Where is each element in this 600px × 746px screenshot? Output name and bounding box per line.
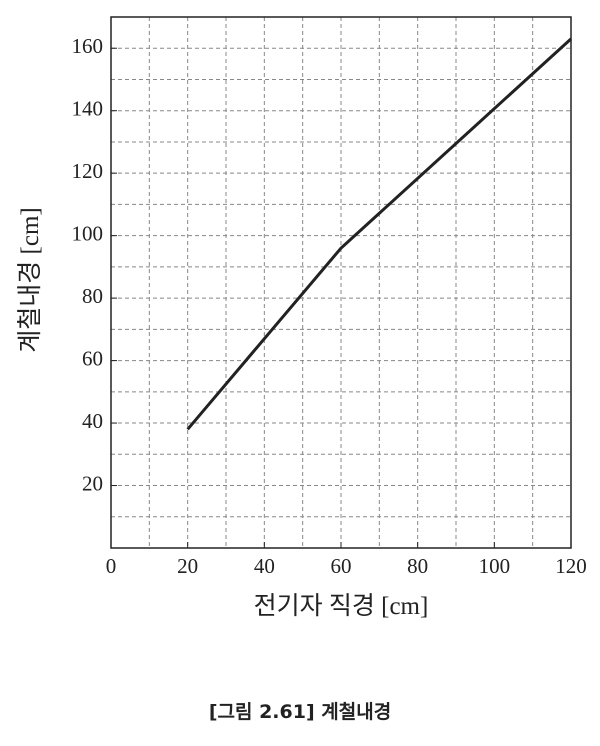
- caption: [그림 2.61] 계철내경: [209, 701, 391, 723]
- y-tick-label: 140: [72, 97, 104, 121]
- x-tick-label: 20: [177, 554, 198, 578]
- x-tick-label: 80: [407, 554, 428, 578]
- y-tick-label: 100: [72, 221, 104, 245]
- x-tick-label: 40: [254, 554, 275, 578]
- y-tick-label: 160: [72, 34, 104, 58]
- y-axis-label: 계철내경 [cm]: [16, 207, 44, 352]
- y-tick-label: 60: [82, 346, 103, 370]
- y-tick-label: 40: [82, 409, 103, 433]
- x-tick-label: 60: [331, 554, 352, 578]
- x-tick-label: 100: [479, 554, 511, 578]
- y-tick-label: 120: [72, 159, 104, 183]
- x-axis-label: 전기자 직경 [cm]: [254, 592, 429, 620]
- x-tick-label: 0: [106, 554, 117, 578]
- y-tick-label: 80: [82, 284, 103, 308]
- x-tick-label: 120: [555, 554, 587, 578]
- y-tick-label: 20: [82, 471, 103, 495]
- data-line: [186, 37, 573, 431]
